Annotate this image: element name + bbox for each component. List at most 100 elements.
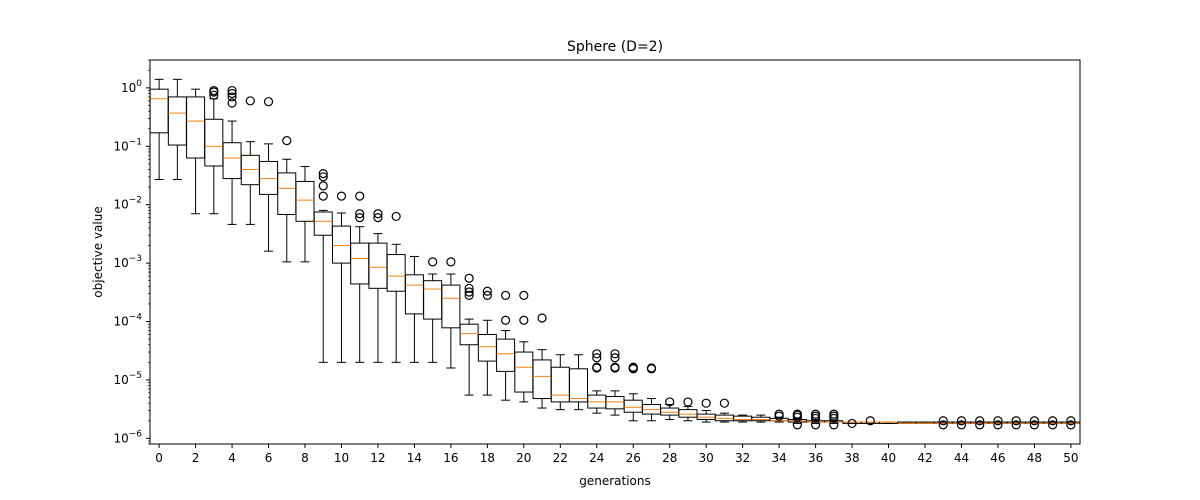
- outlier-point: [1066, 420, 1076, 430]
- box-generation-47: [1006, 416, 1026, 430]
- iqr-box: [569, 368, 589, 403]
- outlier-point: [464, 287, 474, 297]
- x-tick-label: 38: [844, 451, 859, 465]
- x-tick-label: 8: [301, 451, 309, 465]
- outlier-point: [446, 257, 456, 267]
- iqr-box: [678, 409, 698, 418]
- outlier-point: [519, 315, 529, 325]
- outlier-point: [610, 362, 620, 372]
- x-tick-label: 14: [407, 451, 422, 465]
- outlier-point: [792, 409, 802, 419]
- y-tick-label: 10−2: [113, 196, 142, 212]
- outlier-point: [701, 398, 711, 408]
- outlier-point: [993, 420, 1003, 430]
- x-tick-label: 44: [954, 451, 969, 465]
- outlier-point: [975, 420, 985, 430]
- outlier-point: [628, 362, 638, 372]
- outlier-point: [336, 191, 347, 201]
- plot-area: [149, 78, 1081, 430]
- box-generation-23: [569, 354, 589, 411]
- box-generation-5: [240, 96, 260, 225]
- outlier-point: [318, 172, 328, 182]
- x-tick-label: 6: [265, 451, 273, 465]
- plot-frame: [149, 59, 1081, 445]
- outlier-point: [464, 290, 474, 300]
- outlier-point: [829, 420, 839, 430]
- outlier-point: [373, 213, 383, 223]
- box-generation-44: [951, 416, 971, 430]
- outlier-point: [227, 85, 237, 96]
- x-tick-label: 48: [1027, 451, 1042, 465]
- y-tick-label: 10−3: [113, 254, 142, 270]
- outlier-point: [519, 290, 529, 300]
- box-generation-50: [1061, 416, 1081, 430]
- outlier-point: [1011, 420, 1021, 430]
- outlier-point: [209, 90, 219, 100]
- outlier-point: [500, 315, 511, 325]
- outlier-point: [355, 191, 365, 201]
- outlier-point: [209, 85, 219, 96]
- outlier-point: [646, 363, 657, 373]
- outlier-point: [1066, 416, 1076, 426]
- outlier-point: [227, 98, 237, 108]
- outlier-point: [719, 398, 730, 408]
- box-generation-10: [331, 191, 351, 363]
- outlier-point: [610, 349, 620, 359]
- outlier-point: [865, 416, 875, 426]
- box-generation-27: [641, 363, 661, 422]
- outlier-point: [482, 286, 492, 296]
- y-tick-label: 10−4: [113, 313, 142, 329]
- outlier-point: [482, 290, 492, 300]
- x-tick-label: 34: [771, 451, 786, 465]
- box-generation-28: [660, 397, 680, 421]
- iqr-box: [313, 211, 333, 236]
- outlier-point: [428, 257, 438, 267]
- outlier-point: [683, 397, 693, 407]
- box-generation-48: [1024, 416, 1044, 430]
- box-generation-29: [678, 397, 698, 422]
- x-tick-label: 2: [192, 451, 200, 465]
- box-generation-8: [295, 166, 315, 263]
- outlier-point: [1048, 420, 1058, 430]
- box-generation-32: [733, 414, 753, 423]
- box-generation-4: [222, 85, 242, 225]
- box-generation-11: [350, 191, 370, 363]
- outlier-point: [993, 416, 1003, 426]
- x-tick-label: 28: [662, 451, 677, 465]
- outlier-point: [1029, 416, 1040, 426]
- x-tick-label: 24: [589, 451, 604, 465]
- outlier-point: [500, 290, 511, 300]
- outlier-point: [938, 416, 948, 426]
- box-generation-19: [496, 290, 516, 401]
- outlier-point: [318, 181, 328, 191]
- x-tick-label: 0: [155, 451, 163, 465]
- x-axis-label: generations: [579, 474, 651, 488]
- box-generation-49: [1043, 416, 1063, 430]
- outlier-point: [774, 409, 784, 419]
- iqr-box: [295, 180, 315, 222]
- axes: 0 2 4 6 8 10 12 14 16 18 20 22 24 26 28 30 32 34 36 38 40 42 4…: [113, 59, 1081, 465]
- box-generation-25: [605, 349, 625, 416]
- outlier-point: [810, 420, 821, 430]
- x-tick-label: 12: [370, 451, 385, 465]
- outlier-point: [956, 416, 967, 426]
- y-tick-label: 10−6: [113, 429, 142, 445]
- outlier-point: [373, 209, 383, 219]
- outlier-point: [847, 418, 857, 429]
- outlier-point: [263, 97, 274, 107]
- outlier-point: [355, 209, 365, 219]
- iqr-box: [386, 254, 406, 292]
- outlier-point: [810, 409, 821, 419]
- outlier-point: [665, 397, 675, 407]
- x-tick-label: 30: [699, 451, 714, 465]
- outlier-point: [1048, 416, 1058, 426]
- y-tick-label: 100: [121, 79, 142, 95]
- box-generation-13: [386, 211, 406, 363]
- y-axis-label: objective value: [91, 206, 105, 297]
- x-tick-label: 16: [443, 451, 458, 465]
- outlier-point: [537, 313, 547, 323]
- x-tick-label: 46: [990, 451, 1005, 465]
- y-tick-label: 10−5: [113, 371, 142, 387]
- x-tick-label: 18: [480, 451, 495, 465]
